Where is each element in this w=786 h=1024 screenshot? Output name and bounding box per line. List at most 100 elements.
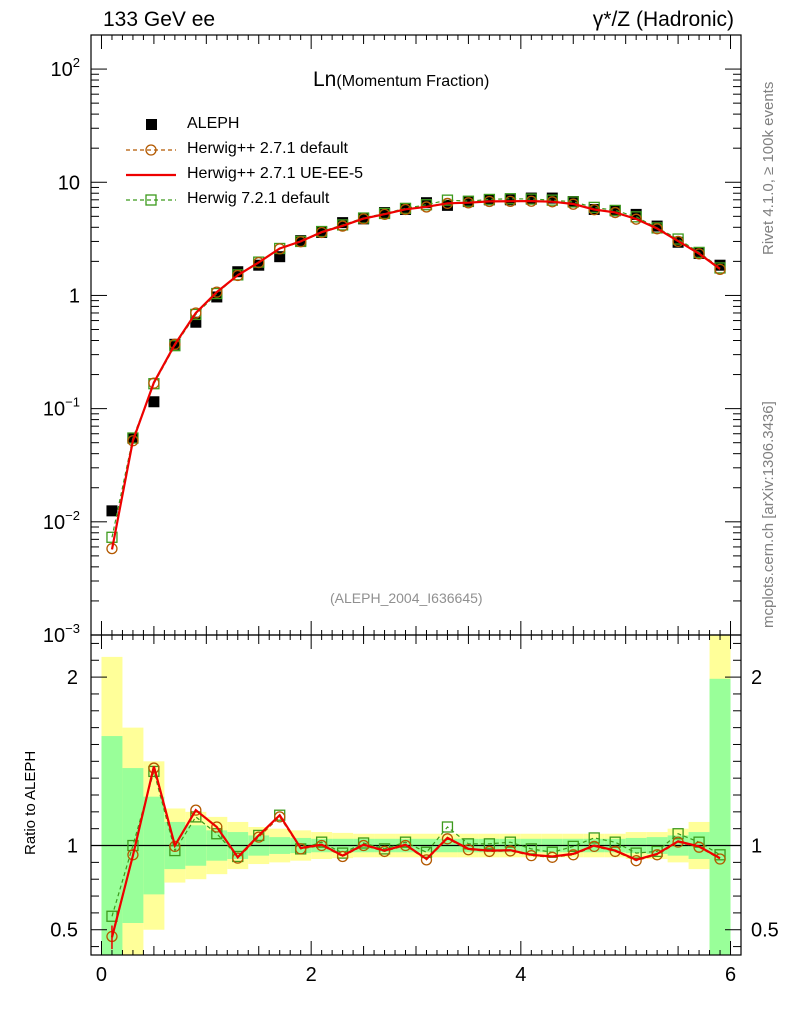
herwig-default-marker (169, 338, 181, 350)
herwig-default-marker (336, 220, 349, 232)
herwig-default-marker (295, 236, 307, 248)
legend-marker-square-filled-icon (146, 119, 157, 130)
header-left: 133 GeV ee (103, 8, 216, 31)
aleph-point (525, 192, 537, 204)
legend-label-herwig-ue: Herwig++ 2.7.1 UE-EE-5 (187, 165, 364, 182)
y-tick-label: 1 (69, 285, 80, 307)
y-tick-label: 10−1 (43, 395, 80, 421)
aleph-point (232, 266, 244, 278)
ratio-y-tick-label-left: 0.5 (50, 920, 78, 942)
ratio-panel-series (106, 762, 726, 950)
ratio-herwig-default-marker (253, 831, 265, 843)
ratio-y-tick-label-left: 1 (67, 836, 78, 858)
aleph-point (567, 196, 579, 208)
herwig-default-marker (253, 256, 265, 269)
herwig-default-marker (357, 213, 370, 225)
ratio-herwig7-marker (609, 836, 621, 848)
herwig-default-marker (148, 377, 160, 389)
x-tick-label: 2 (306, 964, 317, 986)
ratio-herwig7-marker (127, 839, 139, 852)
aleph-point (651, 220, 663, 232)
plot-title-main: Ln (313, 68, 337, 91)
ratio-herwig-default-marker (609, 845, 621, 858)
x-tick-label: 0 (96, 964, 107, 986)
y-tick-label: 10 (58, 172, 80, 194)
main-frame (90, 34, 742, 636)
axis-tick-labels: 0 2 4 6 10−3 10−2 10−1 1 10 102 0.5 0.5 1 1 2 2 (43, 55, 779, 986)
legend-marker-solid-line-icon (126, 173, 176, 177)
ratio-herwig-default-marker (546, 851, 558, 863)
herwig-default-marker (190, 307, 202, 319)
ratio-y-tick-label-right: 0.5 (751, 920, 779, 942)
ratio-uncertainty-bands (101, 635, 731, 955)
plot-title-sub: (Momentum Fraction) (336, 73, 490, 90)
legend-label-herwig7: Herwig 7.2.1 default (187, 190, 330, 207)
header-right: γ*/Z (Hadronic) (592, 8, 734, 31)
ratio-herwig-default-marker (336, 850, 349, 863)
herwig-ue-line (110, 199, 721, 550)
ratio-herwig-default-marker (420, 854, 433, 866)
ratio-herwig-default-marker (630, 855, 642, 867)
ratio-herwig-default-marker (232, 852, 244, 864)
ratio-herwig-default-marker (714, 853, 726, 865)
aleph-point (274, 251, 286, 263)
aleph-point (504, 194, 516, 206)
herwig7-line (111, 198, 721, 538)
herwig-default-line (111, 200, 721, 549)
ratio-herwig-default-marker (211, 821, 223, 833)
herwig-default-marker (274, 243, 286, 255)
aleph-point (609, 205, 621, 217)
y-tick-label: 102 (51, 55, 80, 81)
y-tick-label: 10−3 (43, 621, 80, 647)
herwig-default-marker (672, 235, 684, 248)
ratio-herwig7-marker (441, 821, 454, 833)
ratio-herwig7-marker (315, 836, 328, 848)
legend-label-aleph: ALEPH (187, 115, 240, 132)
herwig-default-marker (315, 226, 328, 239)
herwig-default-marker (714, 263, 726, 276)
band-green-bin (709, 678, 731, 955)
analysis-label: (ALEPH_2004_I636645) (330, 590, 483, 606)
herwig-default-marker (693, 248, 705, 260)
herwig-default-marker (651, 223, 663, 235)
aleph-point (462, 196, 474, 208)
legend: ALEPH Herwig++ 2.7.1 default Herwig++ 2.… (120, 113, 420, 223)
x-tick-label: 6 (725, 964, 736, 986)
herwig-default-marker (211, 286, 223, 298)
ratio-herwig7-marker (420, 846, 433, 858)
legend-label-herwig-default: Herwig++ 2.7.1 default (187, 140, 348, 157)
aleph-point (546, 192, 558, 204)
aleph-point (714, 259, 726, 271)
ratio-herwig7-marker (672, 828, 684, 840)
ratio-herwig-default-marker (274, 811, 286, 823)
aleph-point (148, 396, 160, 408)
herwig-default-marker (232, 269, 244, 282)
ratio-herwig-default-marker (190, 804, 202, 816)
ratio-y-tick-label-left: 2 (67, 667, 78, 689)
herwig7-marker (441, 194, 454, 206)
ratio-frame (90, 634, 742, 956)
ratio-y-tick-label-right: 2 (751, 667, 762, 689)
main-panel-series (106, 192, 726, 555)
ratio-herwig7-marker (630, 847, 642, 859)
ratio-herwig7-marker (504, 836, 517, 848)
x-tick-label: 4 (515, 964, 526, 986)
ratio-herwig7-marker (483, 838, 496, 850)
ratio-herwig-default-marker (148, 762, 160, 774)
ratio-herwig-default-marker (441, 833, 454, 845)
aleph-point (106, 505, 118, 517)
herwig7-marker (106, 531, 118, 543)
ratio-herwig-ue-line (110, 766, 721, 938)
aleph-point (253, 259, 265, 271)
axis-ticks (90, 34, 742, 955)
ratio-y-tick-label-right: 1 (751, 836, 762, 858)
herwig-default-marker (630, 213, 642, 225)
aleph-point (379, 207, 391, 219)
aleph-point (420, 197, 432, 209)
aleph-point (190, 316, 202, 328)
ratio-herwig7-marker (567, 840, 579, 853)
y-tick-label: 10−2 (43, 508, 80, 534)
aleph-point (483, 194, 495, 206)
plot-title: Ln(Momentum Fraction) (313, 68, 489, 92)
